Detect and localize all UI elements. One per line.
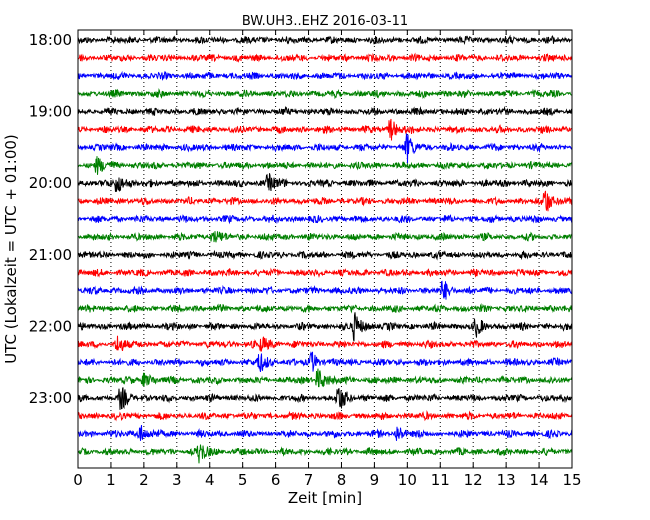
seismogram-trace bbox=[77, 368, 573, 388]
axis-ticks: 0 1 2 3 4 5 6 7 8 9 10 11 12 13 14 1518:0019:0020:0021:… bbox=[29, 30, 582, 489]
seismogram-trace bbox=[77, 231, 573, 243]
y-tick-label: 23:00 bbox=[29, 389, 72, 407]
seismogram-trace bbox=[77, 214, 573, 225]
x-tick-label: 1 bbox=[106, 471, 116, 489]
seismogram-trace bbox=[77, 267, 573, 278]
x-axis-label: Zeit [min] bbox=[288, 489, 362, 507]
seismogram-trace bbox=[77, 133, 573, 164]
x-tick-label: 5 bbox=[238, 471, 248, 489]
seismogram-trace bbox=[77, 387, 573, 410]
y-tick-label: 20:00 bbox=[29, 174, 72, 192]
y-tick-label: 21:00 bbox=[29, 246, 72, 264]
seismogram-trace bbox=[77, 118, 573, 141]
seismogram-trace bbox=[77, 34, 573, 45]
x-tick-label: 7 bbox=[304, 471, 314, 489]
seismogram-trace bbox=[77, 173, 573, 192]
seismogram-trace bbox=[77, 425, 573, 441]
y-tick-label: 19:00 bbox=[29, 103, 72, 121]
x-tick-label: 2 bbox=[139, 471, 149, 489]
seismogram-trace bbox=[77, 444, 573, 464]
x-tick-label: 14 bbox=[530, 471, 549, 489]
x-tick-label: 12 bbox=[464, 471, 483, 489]
x-tick-label: 8 bbox=[337, 471, 347, 489]
seismogram-trace bbox=[77, 312, 573, 342]
seismogram-trace bbox=[77, 87, 573, 100]
seismogram-trace bbox=[77, 335, 573, 352]
chart-title: BW.UH3..EHZ 2016-03-11 bbox=[242, 14, 408, 29]
seismogram-trace bbox=[77, 105, 573, 117]
y-tick-label: 22:00 bbox=[29, 317, 72, 335]
y-tick-label: 18:00 bbox=[29, 31, 72, 49]
x-tick-label: 4 bbox=[205, 471, 215, 489]
seismogram-trace bbox=[77, 156, 573, 175]
x-tick-label: 15 bbox=[562, 471, 581, 489]
y-axis-label: UTC (Lokalzeit = UTC + 01:00) bbox=[2, 134, 20, 364]
seismogram-trace bbox=[77, 190, 573, 212]
x-tick-label: 6 bbox=[271, 471, 281, 489]
seismogram-trace bbox=[77, 302, 573, 314]
x-tick-label: 9 bbox=[370, 471, 380, 489]
seismogram-trace bbox=[77, 410, 573, 422]
x-tick-label: 10 bbox=[398, 471, 417, 489]
seismogram-trace bbox=[77, 52, 573, 63]
seismogram-trace bbox=[77, 280, 573, 300]
seismogram-trace bbox=[77, 249, 573, 261]
x-tick-label: 0 bbox=[73, 471, 83, 489]
x-tick-label: 13 bbox=[497, 471, 516, 489]
plot-frame bbox=[77, 29, 573, 469]
seismogram-trace bbox=[77, 70, 573, 81]
x-tick-label: 3 bbox=[172, 471, 182, 489]
x-tick-label: 11 bbox=[431, 471, 450, 489]
seismogram-traces bbox=[77, 34, 573, 464]
seismogram-trace bbox=[77, 351, 573, 373]
